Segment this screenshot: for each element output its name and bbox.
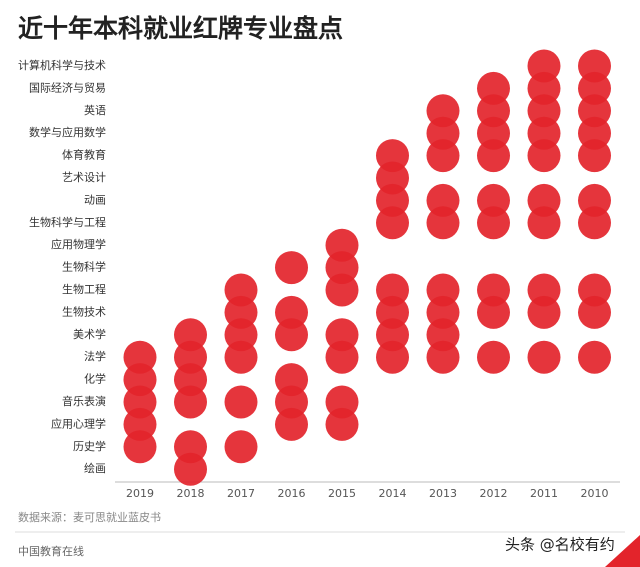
dot [426, 340, 460, 374]
dot [325, 340, 359, 374]
row-label: 国际经济与贸易 [29, 80, 106, 94]
row-label: 生物技术 [62, 304, 106, 318]
row-label: 英语 [84, 103, 106, 117]
column-label: 2019 [126, 487, 154, 500]
dot [224, 385, 258, 419]
column-label: 2017 [227, 487, 255, 500]
row-label: 美术学 [73, 327, 106, 341]
row-label: 法学 [84, 349, 106, 363]
dot [275, 251, 308, 285]
dot [275, 407, 308, 441]
row-label: 化学 [84, 372, 106, 386]
corner-mark [605, 535, 640, 567]
row-label: 体育教育 [62, 148, 106, 162]
column-label: 2010 [581, 487, 609, 500]
row-label: 应用心理学 [51, 416, 106, 430]
row-label: 动画 [84, 193, 106, 206]
dot [578, 206, 611, 240]
dot [477, 139, 510, 173]
dot [477, 295, 510, 329]
dot [224, 430, 258, 464]
column-label: 2014 [379, 487, 407, 500]
dot [376, 206, 409, 240]
chart-title: 近十年本科就业红牌专业盘点 [18, 14, 343, 43]
column-label: 2013 [429, 487, 457, 500]
dot [174, 452, 207, 486]
column-label: 2015 [328, 487, 356, 500]
row-label: 生物科学与工程 [29, 215, 106, 229]
column-label: 2016 [278, 487, 306, 500]
brand: 中国教育在线 [18, 544, 84, 558]
source: 数据来源：麦可思就业蓝皮书 [18, 510, 161, 524]
dot [426, 139, 460, 173]
row-label: 历史学 [73, 439, 106, 453]
row-label: 生物工程 [62, 282, 106, 296]
credit: 头条 @名校有约 [505, 536, 615, 554]
dot [376, 340, 409, 374]
dot [275, 318, 308, 352]
dot [527, 340, 561, 374]
column-label: 2018 [177, 487, 205, 500]
dot [477, 206, 510, 240]
column-label: 2012 [480, 487, 508, 500]
dot [123, 430, 157, 464]
row-label: 艺术设计 [62, 171, 106, 184]
dot [527, 206, 561, 240]
dot [578, 340, 611, 374]
dot [224, 340, 258, 374]
row-label: 音乐表演 [62, 394, 106, 408]
row-label: 计算机科学与技术 [18, 58, 106, 72]
dot [578, 139, 611, 173]
row-label: 绘画 [84, 461, 106, 475]
dot [325, 273, 359, 307]
dot [174, 385, 207, 419]
dot [426, 206, 460, 240]
dot [527, 139, 561, 173]
dot [527, 295, 561, 329]
column-label: 2011 [530, 487, 558, 500]
dot [325, 407, 359, 441]
dot [578, 295, 611, 329]
row-label: 应用物理学 [51, 237, 106, 251]
row-label: 生物科学 [62, 260, 106, 274]
dot [477, 340, 510, 374]
row-label: 数学与应用数学 [29, 125, 106, 139]
